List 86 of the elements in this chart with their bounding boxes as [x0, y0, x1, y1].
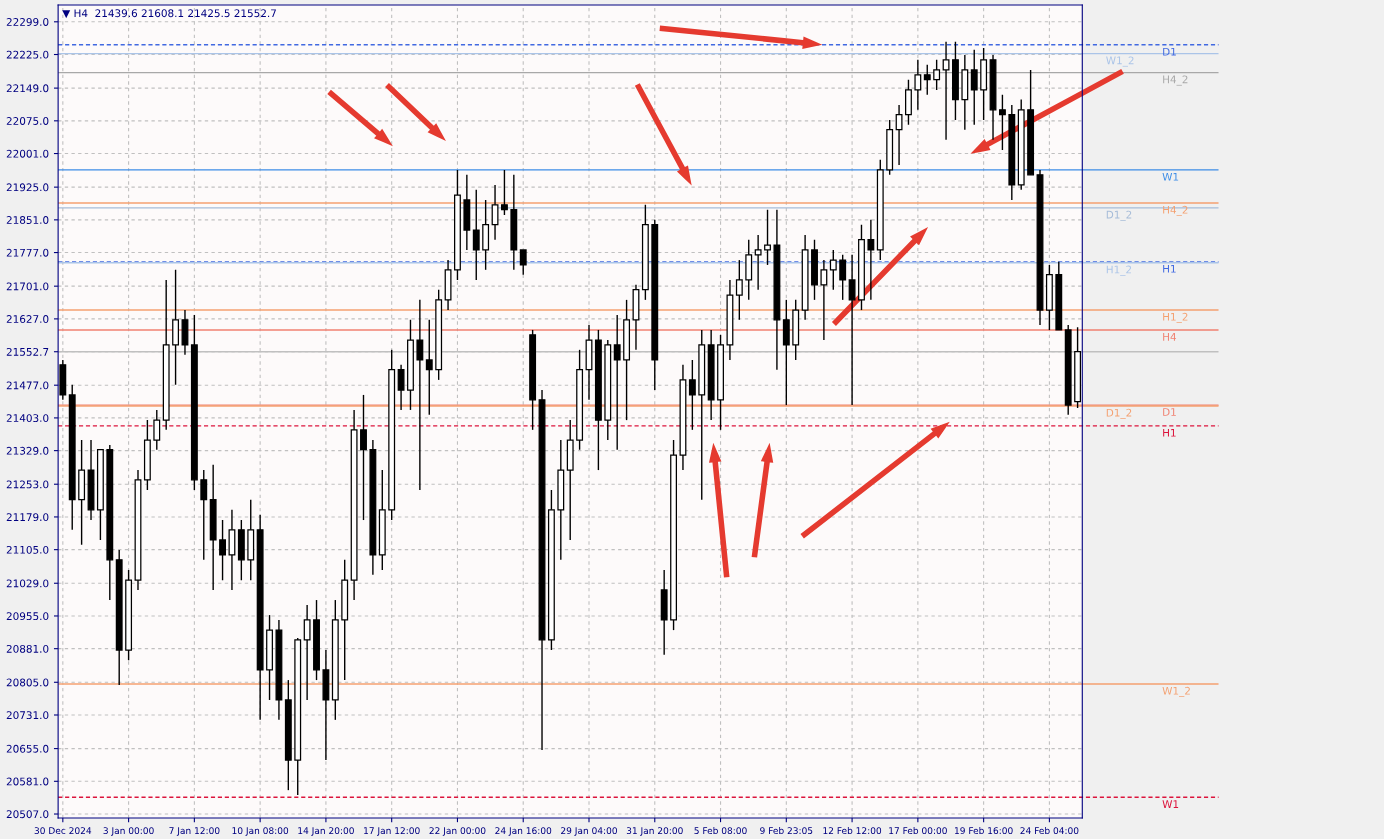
x-tick-label: 14 Jan 20:00	[298, 827, 354, 836]
ref-line-label: H1_2	[1106, 265, 1132, 276]
y-tick-label: 20731.0	[6, 711, 49, 720]
x-tick-label: 12 Feb 12:00	[823, 827, 882, 835]
candlestick	[867, 219, 875, 301]
candlestick	[519, 249, 527, 276]
y-tick-label: 21477.0	[6, 381, 49, 390]
candlestick	[839, 254, 847, 301]
y-tick-label: 20805.0	[6, 678, 49, 687]
ref-line-label: H1_2	[1163, 312, 1188, 324]
candlestick	[613, 314, 621, 451]
x-tick-label: 17 Jan 12:00	[364, 827, 420, 836]
y-tick-label: 22299.0	[6, 18, 49, 26]
ref-line-label: H4_2	[1163, 75, 1188, 86]
y-tick-label: 21029.0	[6, 579, 49, 588]
y-tick-label: 22225.0	[6, 50, 49, 59]
candlestick	[397, 364, 405, 411]
candlestick	[303, 604, 311, 701]
y-tick-label: 21851.0	[6, 216, 49, 224]
y-tick-label: 22149.0	[6, 84, 49, 93]
candlestick	[472, 189, 480, 281]
y-tick-label: 20655.0	[6, 744, 49, 753]
chart-title: ▼ H4 21439.6 21608.1 21425.5 21552.7	[62, 9, 276, 19]
x-tick-label: 19 Feb 16:00	[955, 827, 1013, 835]
candlestick	[970, 48, 978, 126]
ref-line-label: D1	[1163, 47, 1176, 56]
ref-line-label: D1	[1163, 408, 1176, 416]
y-tick-label: 20507.0	[6, 810, 49, 819]
candlestick	[942, 40, 950, 141]
y-tick-label: 21627.0	[6, 315, 49, 323]
candlestick	[848, 254, 856, 406]
candlestick	[933, 59, 941, 91]
x-tick-label: 29 Jan 04:00	[561, 827, 617, 836]
y-tick-label: 20955.0	[6, 612, 49, 621]
x-tick-label: 30 Dec 2024	[34, 827, 92, 835]
candlestick	[829, 249, 837, 291]
x-tick-label: 22 Jan 00:00	[429, 827, 486, 836]
y-tick-label: 21925.0	[6, 183, 49, 192]
candlestick	[153, 409, 161, 451]
ref-line-label: W1_2	[1106, 56, 1134, 67]
candlestick	[895, 104, 903, 166]
candlestick	[200, 469, 208, 561]
ref-line-label: D1_2	[1106, 210, 1132, 221]
x-tick-label: 17 Feb 00:00	[889, 827, 947, 835]
candlestick	[998, 94, 1006, 151]
y-tick-label: 21105.0	[6, 545, 49, 554]
y-tick-label: 22075.0	[6, 117, 49, 125]
candlestick	[416, 299, 424, 491]
ref-line-label: W1	[1162, 800, 1179, 808]
x-tick-label: 24 Feb 04:00	[1020, 827, 1079, 835]
ref-line-label: D1_2	[1106, 408, 1132, 419]
ref-line-label: W1	[1162, 173, 1179, 181]
candlestick	[754, 234, 762, 291]
y-tick-label: 20581.0	[6, 777, 49, 786]
candlestick	[491, 184, 499, 241]
y-tick-label: 20881.0	[6, 644, 49, 653]
x-tick-label: 9 Feb 23:05	[760, 827, 813, 835]
candlestick	[500, 169, 508, 216]
x-tick-label: 31 Jan 20:00	[626, 827, 683, 836]
ref-line-label: H4	[1163, 333, 1177, 341]
ref-line-label: H4_2	[1163, 205, 1188, 217]
candlestick	[688, 359, 696, 431]
y-tick-label: 21777.0	[6, 248, 49, 257]
candlestick	[735, 259, 743, 321]
y-tick-label: 21253.0	[6, 480, 49, 489]
candlestick	[820, 259, 828, 341]
y-tick-label: 21552.7	[6, 347, 49, 356]
candlestick	[764, 208, 771, 266]
y-tick-label: 21179.0	[6, 513, 49, 522]
ref-line-label: H1	[1163, 264, 1176, 273]
candlestick	[425, 319, 433, 416]
y-tick-label: 22001.0	[6, 149, 49, 158]
candlestick	[219, 519, 227, 581]
y-tick-label: 21403.0	[6, 414, 49, 423]
y-tick-label: 21329.0	[6, 446, 49, 455]
x-tick-label: 5 Feb 08:00	[694, 827, 747, 835]
x-tick-label: 3 Jan 00:00	[103, 827, 154, 836]
x-tick-label: 7 Jan 12:00	[169, 827, 220, 836]
y-tick-label: 21701.0	[6, 282, 49, 291]
ref-line-label: H1	[1163, 428, 1176, 437]
x-tick-label: 24 Jan 16:00	[495, 827, 552, 836]
candlestick	[360, 394, 367, 521]
candlestick	[914, 59, 922, 111]
candlestick	[923, 63, 931, 96]
ref-line-label: W1_2	[1162, 686, 1190, 698]
x-tick-label: 10 Jan 08:00	[232, 827, 289, 836]
